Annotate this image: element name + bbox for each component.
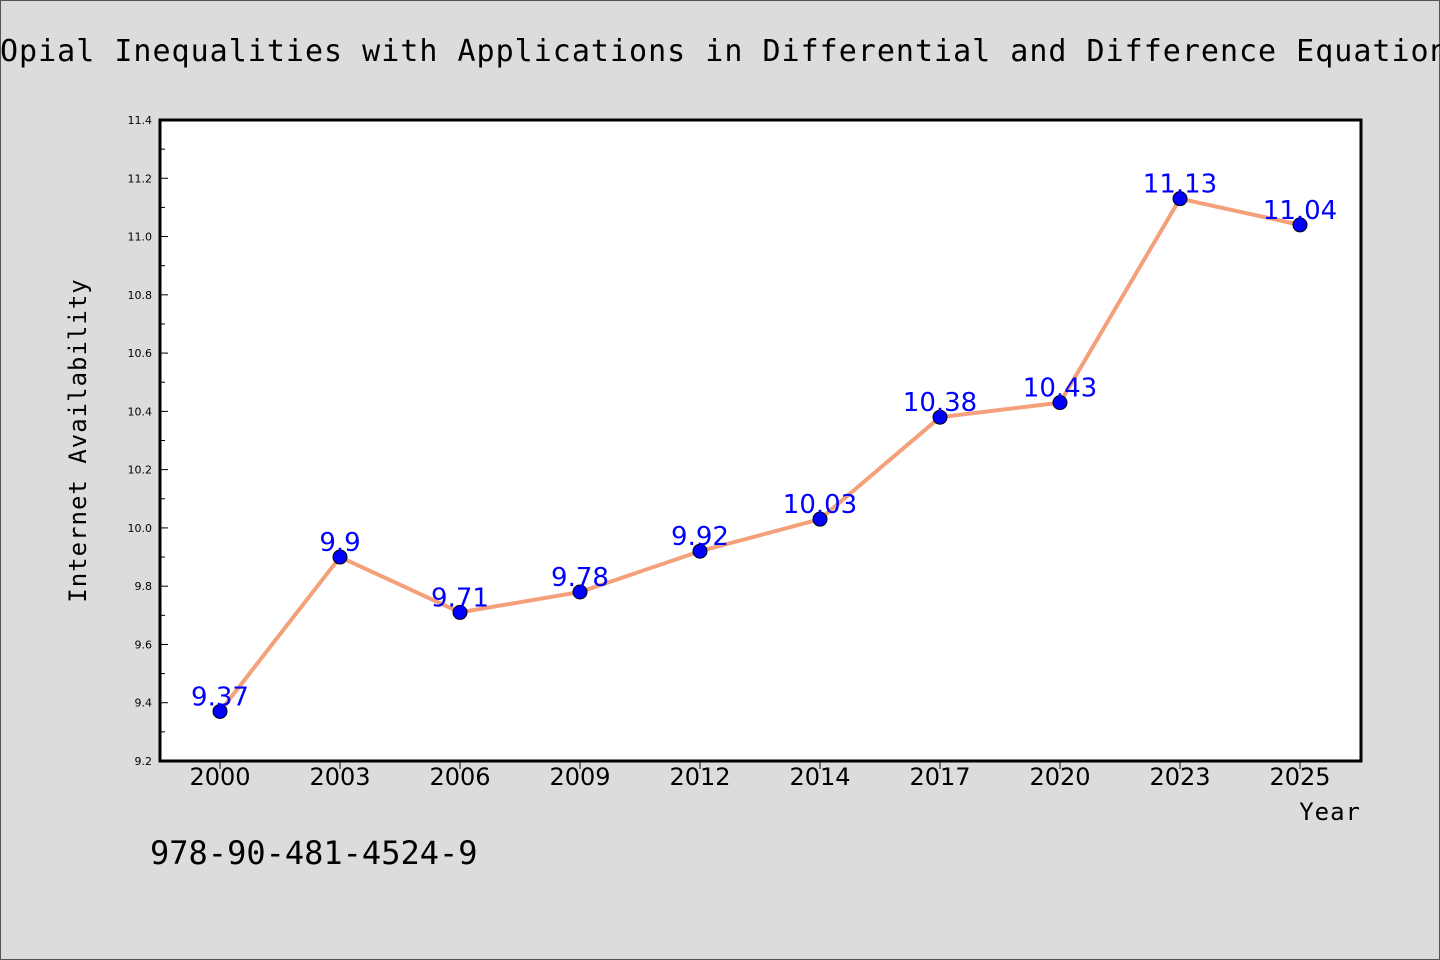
data-point (932, 409, 948, 425)
y-tick-label: 10.8 (128, 289, 153, 302)
data-label: 11.13 (1143, 170, 1217, 200)
data-point (212, 703, 228, 719)
data-point (812, 511, 828, 527)
y-tick-label: 10.6 (128, 347, 153, 360)
x-tick-label: 2006 (429, 763, 490, 791)
y-tick-label: 11.4 (128, 114, 153, 127)
x-tick-label: 2020 (1029, 763, 1090, 791)
data-label: 9.37 (191, 682, 249, 712)
data-point (332, 549, 348, 565)
y-axis: 9.2 9.4 9.6 9.8 10.0 10.2 10.4 10.6 10.8 11.0 11.2… (128, 114, 168, 768)
y-tick-label: 11.2 (128, 172, 153, 185)
x-axis-label: Year (1299, 798, 1361, 826)
chart-title: Opial Inequalities with Applications in … (0, 34, 1440, 69)
y-tick-label: 9.2 (135, 755, 153, 768)
x-tick-label: 2014 (789, 763, 850, 791)
isbn-text: 978-90-481-4524-9 (150, 834, 478, 872)
y-tick-label: 9.8 (135, 580, 153, 593)
y-tick-label: 9.4 (135, 697, 153, 710)
series-markers (212, 191, 1308, 719)
x-tick-label: 2009 (549, 763, 610, 791)
x-tick-label: 2017 (909, 763, 970, 791)
data-label: 11.04 (1263, 196, 1337, 226)
x-tick-label: 2023 (1149, 763, 1210, 791)
data-label: 9.78 (551, 563, 609, 593)
data-label: 9.9 (319, 528, 360, 558)
data-label: 9.71 (431, 583, 489, 613)
x-axis: 2000 2003 2006 2009 2012 2014 2017 2020 2023 2025 (189, 761, 1331, 791)
y-tick-label: 9.6 (135, 638, 153, 651)
x-tick-label: 2012 (669, 763, 730, 791)
data-label: 10.03 (783, 490, 857, 520)
y-tick-label: 10.0 (128, 522, 153, 535)
x-tick-label: 2003 (309, 763, 370, 791)
data-point (1052, 395, 1068, 411)
y-tick-label: 10.2 (128, 464, 153, 477)
y-axis-label: Internet Availability (64, 278, 92, 602)
data-point (1172, 191, 1188, 207)
data-point (1292, 217, 1308, 233)
data-label: 10.38 (903, 388, 977, 418)
x-tick-label: 2000 (189, 763, 250, 791)
x-tick-label: 2025 (1269, 763, 1330, 791)
data-point (452, 604, 468, 620)
data-label: 10.43 (1023, 374, 1097, 404)
data-point (572, 584, 588, 600)
y-tick-label: 11.0 (128, 231, 153, 244)
data-label: 9.92 (671, 522, 729, 552)
y-tick-label: 10.4 (128, 405, 153, 418)
data-point (692, 543, 708, 559)
series-line (218, 196, 1301, 713)
plot-area (158, 118, 1363, 763)
data-labels: 9.37 9.9 9.71 9.78 9.92 10.03 10.38 10.43 11.13 1… (191, 170, 1337, 713)
